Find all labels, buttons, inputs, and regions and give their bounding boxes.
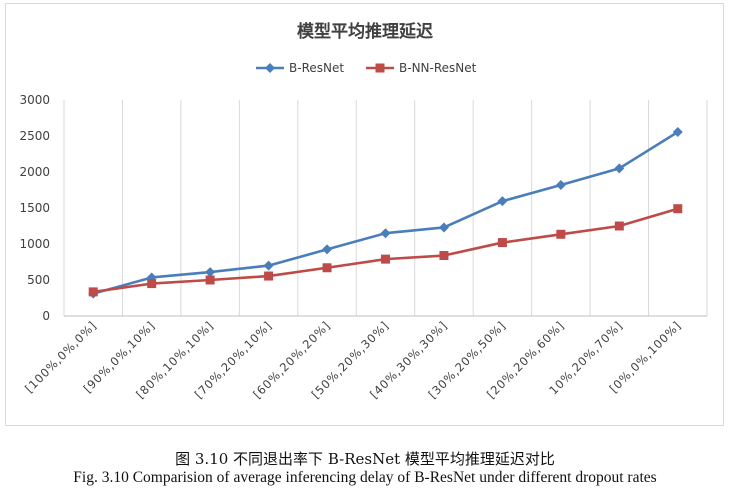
data-point-marker <box>322 263 332 273</box>
series-group <box>88 127 683 299</box>
series-b-nn-resnet <box>88 204 683 297</box>
figure-caption-en: Fig. 3.10 Comparision of average inferen… <box>73 469 657 486</box>
legend: B-ResNet B-NN-ResNet <box>256 61 477 75</box>
y-tick-label: 3000 <box>19 93 50 107</box>
data-point-marker <box>147 279 157 289</box>
legend-label: B-NN-ResNet <box>399 61 477 75</box>
data-point-marker <box>497 238 507 248</box>
data-point-marker <box>614 221 624 231</box>
data-point-marker <box>205 267 216 278</box>
series-b-resnet <box>88 127 683 299</box>
chart-title: 模型平均推理延迟 <box>297 21 433 42</box>
data-point-marker <box>673 204 683 214</box>
data-point-marker <box>555 179 566 190</box>
y-tick-label: 1500 <box>19 201 50 215</box>
data-point-marker <box>614 163 625 174</box>
data-point-marker <box>439 251 449 261</box>
data-point-marker <box>322 244 333 255</box>
data-point-marker <box>263 260 274 271</box>
chart-area <box>5 3 724 426</box>
data-point-marker <box>438 222 449 233</box>
y-tick-label: 500 <box>27 273 50 287</box>
data-point-marker <box>380 228 391 239</box>
figure-caption-cn: 图 3.10 不同退出率下 B-ResNet 模型平均推理延迟对比 <box>175 450 555 468</box>
data-point-marker <box>672 127 683 138</box>
legend-item: B-NN-ResNet <box>366 61 477 75</box>
data-point-marker <box>375 63 385 73</box>
data-point-marker <box>556 229 566 239</box>
y-tick-label: 2500 <box>19 129 50 143</box>
data-point-marker <box>265 63 275 73</box>
data-point-marker <box>264 271 274 281</box>
data-point-marker <box>381 254 390 264</box>
grid-lines <box>63 100 708 316</box>
y-tick-label: 0 <box>42 309 50 323</box>
data-point-marker <box>205 275 215 285</box>
data-point-marker <box>88 287 98 297</box>
legend-item: B-ResNet <box>256 61 344 75</box>
legend-label: B-ResNet <box>289 61 344 75</box>
line-chart: 模型平均推理延迟 B-ResNet B-NN-ResNet 0 500 1000 150… <box>19 21 708 401</box>
y-tick-label: 1000 <box>19 237 50 251</box>
data-point-marker <box>497 196 508 207</box>
y-tick-label: 2000 <box>19 165 50 179</box>
